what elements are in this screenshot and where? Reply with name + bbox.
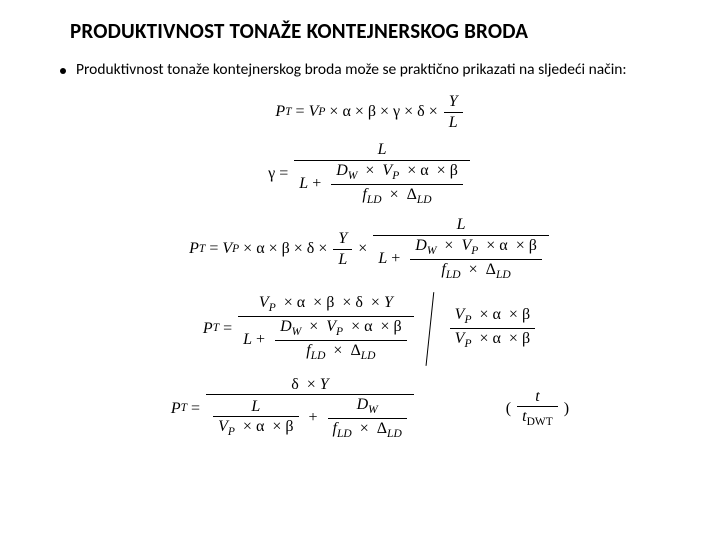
bullet-dot-icon: [60, 68, 66, 74]
equation-5-row: PT = δ ×Y L VP ×α: [60, 376, 680, 441]
equation-5: PT = δ ×Y L VP ×α: [171, 376, 416, 441]
intro-text: Produktivnost tonaže kontejnerskog broda…: [76, 60, 627, 81]
equation-1: PT = VP ×α ×β ×γ ×δ × Y L: [60, 93, 680, 131]
equations-block: PT = VP ×α ×β ×γ ×δ × Y L γ = L: [60, 93, 680, 441]
slide: PRODUKTIVNOST TONAŽE KONTEJNERSKOG BRODA…: [0, 0, 720, 540]
equation-4: PT = VP ×α ×β ×δ ×Y L +: [60, 292, 680, 366]
divider-slash-icon: [418, 292, 442, 366]
equation-5-unit: ( t tDWT ): [506, 388, 569, 429]
slide-title: PRODUKTIVNOST TONAŽE KONTEJNERSKOG BRODA: [70, 18, 680, 44]
equation-2: γ = L L + DW × VP ×α ×β: [60, 141, 680, 206]
equation-3: PT = VP ×α ×β ×δ × Y L × L L +: [60, 216, 680, 281]
intro-paragraph: Produktivnost tonaže kontejnerskog broda…: [60, 60, 680, 81]
